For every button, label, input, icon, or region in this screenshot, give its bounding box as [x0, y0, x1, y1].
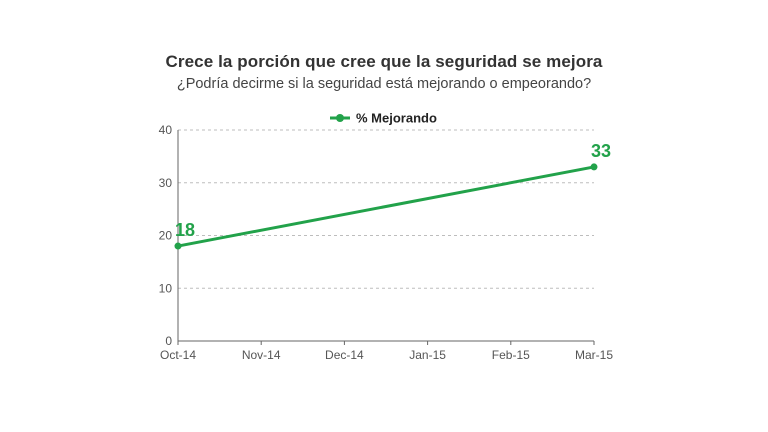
y-tick-label: 30 — [159, 176, 173, 190]
data-point — [174, 242, 182, 250]
axes: 0 10 20 30 40 Oct-14 Nov-14 Dec-14 Jan-15 Feb-15 M… — [159, 123, 614, 362]
chart-title: Crece la porción que cree que la segurid… — [165, 52, 603, 71]
series-line — [176, 165, 596, 248]
data-label: 33 — [591, 141, 611, 161]
y-tick-label: 0 — [165, 334, 172, 348]
legend-swatch-marker — [336, 114, 344, 122]
x-tick-label: Dec-14 — [325, 348, 364, 362]
y-tick-label: 40 — [159, 123, 173, 137]
data-label: 18 — [175, 220, 195, 240]
x-tick-label: Feb-15 — [492, 348, 530, 362]
x-tick-label: Jan-15 — [409, 348, 446, 362]
x-tick-label: Oct-14 — [160, 348, 196, 362]
gridlines — [178, 129, 594, 289]
y-tick-label: 20 — [159, 229, 173, 243]
x-tick-label: Mar-15 — [575, 348, 613, 362]
legend-label: % Mejorando — [356, 111, 437, 126]
chart-subtitle: ¿Podría decirme si la seguridad está mej… — [176, 76, 592, 92]
legend: % Mejorando — [330, 111, 437, 126]
data-point — [590, 163, 598, 171]
x-tick-label: Nov-14 — [242, 348, 281, 362]
y-tick-label: 10 — [159, 281, 173, 295]
